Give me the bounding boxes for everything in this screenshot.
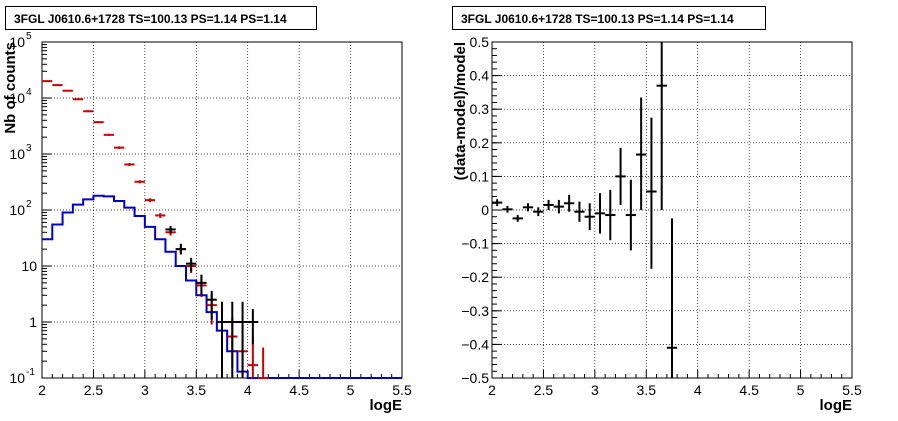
y-axis-label: (data-model)/model <box>452 42 469 180</box>
residual-series-point <box>605 189 616 241</box>
residuals-chart: 2 2.5 3 3.5 4 4.5 5 5.5 −0.5 −0.4 −0.3 −0.2 −0.1 0 0.1… <box>452 34 862 414</box>
y-tick-label-exponent: 4 <box>26 87 32 98</box>
black-series-point <box>227 301 238 378</box>
residual-series-point <box>533 207 544 217</box>
x-tick-label: 5.5 <box>392 382 412 398</box>
red-series-point <box>52 84 63 87</box>
y-tick-label-exponent: 3 <box>26 143 32 154</box>
black-series-point <box>165 225 176 234</box>
black-series-point <box>247 309 258 345</box>
red-series-point <box>62 89 73 92</box>
left-chart-title: 3FGL J0610.6+1728 TS=100.13 PS=1.14 PS=1… <box>5 6 317 30</box>
red-series-point <box>72 98 84 101</box>
x-tick-label: 3.5 <box>637 382 657 398</box>
red-series-point <box>114 146 125 149</box>
y-tick-label: 0.4 <box>470 68 490 84</box>
residual-series-point <box>594 193 606 234</box>
residual-series-point <box>492 199 503 206</box>
y-tick-label: 0.1 <box>470 168 490 184</box>
residual-series-point <box>564 194 575 212</box>
y-tick-label: 10 <box>9 146 25 162</box>
y-axis-label: Nb of counts <box>2 42 19 134</box>
y-tick-label: 0.2 <box>470 135 490 151</box>
red-series-point <box>103 133 114 136</box>
y-tick-label: −0.5 <box>461 370 489 386</box>
black-series-point <box>206 290 217 320</box>
x-axis-label: logE <box>820 397 853 414</box>
red-series-point <box>258 347 269 379</box>
x-tick-label: 3 <box>591 382 599 398</box>
x-tick-label: 4.5 <box>739 382 759 398</box>
y-tick-label: 10 <box>9 202 25 218</box>
black-series-point <box>186 257 197 272</box>
y-tick-label: 10 <box>9 90 25 106</box>
x-tick-label: 2.5 <box>84 382 104 398</box>
residual-series-point <box>553 199 564 214</box>
black-series-point <box>237 301 248 378</box>
residual-series-point <box>636 97 647 210</box>
x-tick-label: 4 <box>244 382 252 398</box>
red-series-point <box>124 163 135 167</box>
model-histogram <box>42 194 402 379</box>
red-series-point <box>144 198 156 203</box>
y-tick-label: 10 <box>21 258 37 274</box>
x-tick-label: 3 <box>141 382 149 398</box>
y-tick-label: −0.1 <box>461 236 489 252</box>
x-tick-label: 5 <box>347 382 355 398</box>
residual-series-point <box>543 199 554 210</box>
red-series-point <box>155 213 166 218</box>
black-series-point <box>216 301 228 378</box>
residual-series-point <box>584 203 595 231</box>
x-tick-label: 2 <box>38 382 46 398</box>
y-tick-label: 10 <box>9 34 25 50</box>
red-series-point <box>42 80 53 83</box>
y-tick-label-exponent: 5 <box>26 31 32 42</box>
red-series-point <box>93 121 104 124</box>
x-tick-label: 5 <box>797 382 805 398</box>
residual-series-point <box>574 201 585 222</box>
red-series-point <box>134 180 145 184</box>
residual-series-point <box>656 42 667 210</box>
y-tick-label: −0.4 <box>461 336 489 352</box>
y-tick-label: −0.3 <box>461 303 489 319</box>
black-series-point <box>196 274 207 296</box>
residual-series-point <box>646 117 657 269</box>
x-tick-label: 4.5 <box>289 382 309 398</box>
black-series-point <box>175 243 186 255</box>
y-tick-label: 10 <box>9 370 25 386</box>
y-tick-label-exponent: -1 <box>26 367 35 378</box>
residual-series-point <box>625 179 636 251</box>
red-series-point <box>83 110 94 113</box>
y-tick-label: 0.3 <box>470 101 490 117</box>
y-tick-label: 0.5 <box>470 34 490 50</box>
residual-series-point <box>666 218 678 378</box>
residual-series-point <box>502 205 513 213</box>
x-tick-label: 2.5 <box>534 382 554 398</box>
right-chart-title: 3FGL J0610.6+1728 TS=100.13 PS=1.14 PS=1… <box>452 6 766 30</box>
y-tick-label: 1 <box>29 314 37 330</box>
y-tick-label: 0 <box>481 202 489 218</box>
residual-series-point <box>512 215 523 222</box>
residual-series-point <box>615 147 626 205</box>
y-tick-label-exponent: 2 <box>26 199 32 210</box>
residual-series-point <box>522 203 534 212</box>
x-tick-label: 2 <box>488 382 496 398</box>
x-tick-label: 3.5 <box>187 382 207 398</box>
y-tick-label: −0.2 <box>461 269 489 285</box>
x-tick-label: 4 <box>694 382 702 398</box>
x-tick-label: 5.5 <box>842 382 862 398</box>
x-axis-label: logE <box>370 397 403 414</box>
